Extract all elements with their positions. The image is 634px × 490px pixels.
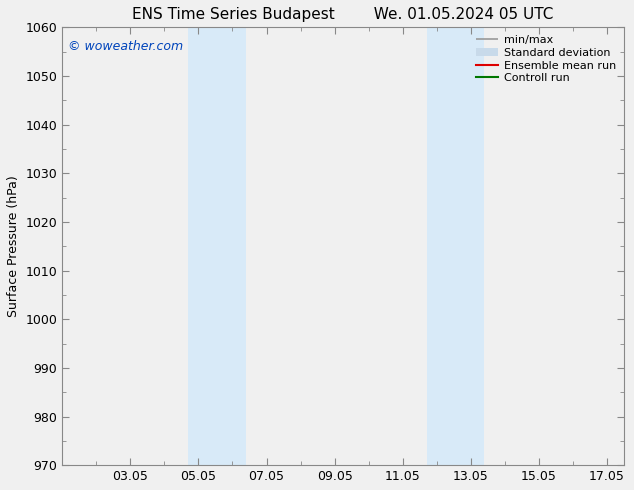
Legend: min/max, Standard deviation, Ensemble mean run, Controll run: min/max, Standard deviation, Ensemble me… <box>472 30 621 88</box>
Bar <box>188 27 246 465</box>
Title: ENS Time Series Budapest        We. 01.05.2024 05 UTC: ENS Time Series Budapest We. 01.05.2024 … <box>133 7 554 22</box>
Bar <box>427 27 484 465</box>
Text: © woweather.com: © woweather.com <box>68 40 183 53</box>
Y-axis label: Surface Pressure (hPa): Surface Pressure (hPa) <box>7 175 20 317</box>
